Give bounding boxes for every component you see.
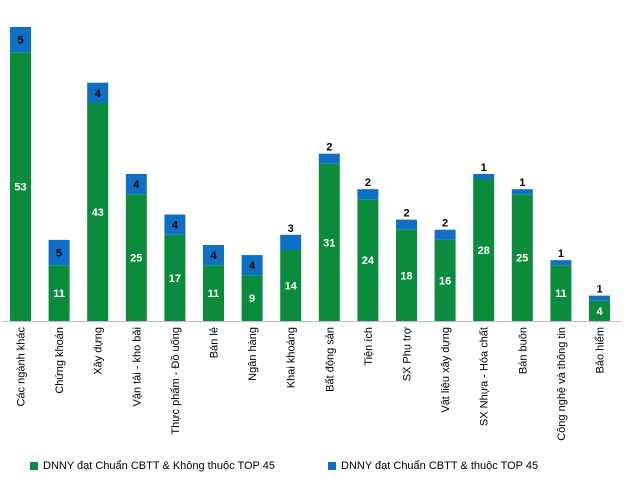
bar-segment-top45	[280, 234, 302, 251]
data-label-top45: 4	[210, 250, 217, 262]
legend-label-not-top45: DNNY đạt Chuẩn CBTT & Không thuộc TOP 45	[43, 460, 275, 472]
bar-segment-top45	[318, 153, 340, 164]
bar-segment-top45	[357, 189, 379, 200]
data-label-not-top45: 31	[323, 237, 335, 249]
data-label-top45: 1	[481, 162, 487, 174]
data-label-top45: 5	[56, 248, 62, 260]
category-label: SX Phụ trợ	[402, 327, 414, 381]
bar-segment-top45	[164, 214, 186, 235]
data-label-top45: 2	[442, 218, 448, 230]
bar-segment-top45	[87, 82, 109, 103]
data-label-top45: 5	[17, 35, 23, 47]
data-label-not-top45: 53	[14, 182, 26, 194]
legend-item-not-top45: DNNY đạt Chuẩn CBTT & Không thuộc TOP 45	[30, 460, 275, 472]
data-label-not-top45: 11	[208, 288, 220, 300]
category-label: Bất động sản	[324, 327, 336, 392]
category-label: Thực phẩm - Đồ uống	[170, 327, 182, 435]
bar-segment-not-top45	[10, 52, 31, 321]
data-label-top45: 2	[326, 142, 332, 154]
bar-segment-not-top45	[203, 265, 224, 321]
bar-segment-top45	[125, 173, 147, 195]
data-label-not-top45: 25	[130, 253, 142, 265]
data-label-top45: 1	[596, 284, 602, 296]
bars-group	[10, 26, 610, 322]
bar-segment-not-top45	[125, 194, 147, 321]
data-label-not-top45: 11	[53, 288, 65, 300]
data-label-top45: 2	[365, 177, 371, 189]
category-label: Bảo hiểm	[595, 327, 607, 373]
bar-segment-not-top45	[318, 163, 340, 321]
legend-swatch-blue	[328, 462, 336, 470]
bar-segment-not-top45	[550, 265, 572, 321]
data-label-top45: 1	[519, 177, 525, 189]
bar-segment-not-top45	[164, 234, 186, 321]
bar-segment-top45	[203, 244, 224, 266]
bar-segment-not-top45	[511, 194, 533, 321]
data-label-not-top45: 17	[169, 273, 181, 285]
data-label-not-top45: 43	[92, 207, 104, 219]
category-label: Các ngành khác	[16, 327, 28, 407]
bar-segment-top45	[511, 189, 533, 195]
category-label: Xây dựng	[93, 327, 105, 375]
data-label-top45: 4	[133, 179, 140, 191]
data-label-not-top45: 18	[400, 270, 412, 282]
category-label: Ngân hàng	[247, 327, 259, 381]
data-label-top45: 1	[558, 248, 564, 260]
bar-segment-top45	[48, 239, 70, 266]
bar-segment-not-top45	[396, 229, 417, 321]
bar-segment-top45	[473, 173, 495, 180]
bar-segment-top45	[10, 26, 31, 53]
bar-segment-not-top45	[357, 199, 379, 321]
legend-label-top45: DNNY đạt Chuẩn CBTT & thuộc TOP 45	[341, 460, 539, 472]
bar-segment-not-top45	[48, 265, 70, 321]
bar-segment-top45	[241, 255, 263, 276]
bar-segment-not-top45	[589, 300, 610, 321]
bar-segment-not-top45	[280, 250, 302, 321]
data-label-not-top45: 4	[596, 306, 603, 318]
data-label-top45: 4	[172, 220, 179, 232]
bar-segment-top45	[434, 229, 456, 240]
legend-swatch-green	[30, 462, 38, 470]
category-label: Khai khoáng	[286, 327, 298, 388]
category-label: Công nghệ và thông tin	[556, 327, 568, 441]
data-label-top45: 4	[249, 260, 256, 272]
category-label: Bán buôn	[517, 327, 529, 374]
bar-segment-not-top45	[473, 179, 495, 321]
data-label-not-top45: 16	[439, 275, 451, 287]
category-label: Chứng khoán	[54, 327, 66, 394]
data-label-top45: 2	[403, 208, 409, 220]
data-label-not-top45: 25	[516, 253, 528, 265]
bar-segment-not-top45	[87, 102, 109, 322]
legend-item-top45: DNNY đạt Chuẩn CBTT & thuộc TOP 45	[328, 460, 538, 472]
category-label: SX Nhựa - Hóa chất	[479, 327, 491, 426]
bar-segment-top45	[396, 219, 417, 230]
category-label: Vật liệu xây dựng	[440, 327, 452, 413]
category-label: Bán lẻ	[209, 327, 221, 358]
bar-segment-not-top45	[241, 275, 263, 321]
category-label: Vận tải - kho bãi	[131, 327, 143, 407]
bar-segment-not-top45	[434, 239, 456, 321]
data-label-top45: 3	[288, 223, 294, 235]
data-label-not-top45: 24	[362, 255, 375, 267]
data-label-not-top45: 11	[555, 288, 567, 300]
category-label: Tiện ích	[363, 327, 375, 366]
data-label-not-top45: 28	[478, 245, 490, 257]
legend: DNNY đạt Chuẩn CBTT & Không thuộc TOP 45…	[0, 460, 624, 476]
bar-segment-top45	[589, 295, 610, 301]
data-label-not-top45: 14	[285, 281, 298, 293]
bar-segment-top45	[550, 260, 572, 266]
data-label-not-top45: 9	[249, 293, 255, 305]
data-label-top45: 4	[95, 88, 102, 100]
